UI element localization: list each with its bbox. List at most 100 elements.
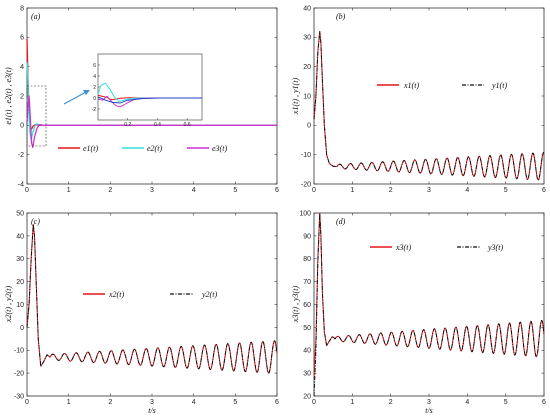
x-tick-label: 4 xyxy=(192,187,196,194)
y-tick-label: 50 xyxy=(303,325,311,332)
panel-d-ylabel: x3(t) , y3(t) xyxy=(291,286,300,324)
zoom-arrowhead xyxy=(83,90,90,95)
y-tick-label: 30 xyxy=(16,256,24,263)
panel-c-frame xyxy=(26,212,278,397)
legend-label-e1: e1(t) xyxy=(83,144,98,153)
y-tick-label: -10 xyxy=(14,348,24,355)
x-tick-label: 2 xyxy=(389,187,393,194)
y-tick-label: 4 xyxy=(20,64,24,71)
panel-d: 0 1 2 3 4 5 6 20 30 40 50 60 70 80 90 100 (d) x3(t) , y… xyxy=(291,210,546,415)
series-line-y1t xyxy=(313,30,545,181)
panel-d-legend: x3(t) y3(t) xyxy=(370,243,503,252)
x-tick-label: 3 xyxy=(427,399,431,406)
panel-d-label: (d) xyxy=(336,217,346,226)
x-tick-label: 5 xyxy=(233,399,237,406)
y-tick-label: 40 xyxy=(16,233,24,240)
series-line-x3t xyxy=(313,212,545,378)
x-tick-label: 5 xyxy=(504,187,508,194)
series-line-y2t xyxy=(26,223,278,374)
y-tick-label: 0 xyxy=(20,325,24,332)
x-tick-label: 0 xyxy=(25,399,29,406)
legend-label-x3: x3(t) xyxy=(395,243,411,252)
inset-y-tick-label: 4 xyxy=(93,74,96,80)
x-tick-label: 1 xyxy=(350,399,354,406)
y-tick-label: 6 xyxy=(20,35,24,42)
panel-c-label: (c) xyxy=(31,217,40,226)
y-tick-label: -20 xyxy=(301,181,311,188)
series-line-inset-3 xyxy=(97,96,202,104)
y-tick-label: -20 xyxy=(14,371,24,378)
panel-a: 0 1 2 3 4 5 6 -4 -2 0 2 4 6 8 (a) e1(t) , e2(t) , e3(… xyxy=(4,5,279,194)
y-tick-label: 20 xyxy=(16,279,24,286)
series-line-x2t xyxy=(26,223,278,374)
inset-y-tick-label: 6 xyxy=(93,63,96,69)
x-tick-label: 5 xyxy=(233,187,237,194)
y-tick-label: 30 xyxy=(303,35,311,42)
panel-a-legend: e1(t) e2(t) e3(t) xyxy=(58,144,227,153)
inset-y-tick-label: 2 xyxy=(93,85,96,91)
x-tick-label: 5 xyxy=(504,399,508,406)
legend-label-x1: x1(t) xyxy=(403,81,419,90)
series-line-x1t xyxy=(313,30,545,181)
panel-b-frame xyxy=(313,7,545,185)
panel-b-legend: x1(t) y1(t) xyxy=(377,81,507,90)
inset-y-tick-label: -2 xyxy=(92,107,97,113)
y-tick-label: 2 xyxy=(20,93,24,100)
y-tick-label: -2 xyxy=(18,152,24,159)
y-tick-label: 40 xyxy=(303,5,311,12)
x-tick-label: 4 xyxy=(465,399,469,406)
inset-x-tick-label: 0.4 xyxy=(154,122,161,128)
inset-frame xyxy=(97,53,203,121)
x-tick-label: 6 xyxy=(275,187,279,194)
y-tick-label: 8 xyxy=(20,5,24,12)
y-tick-label: 10 xyxy=(303,93,311,100)
series-line-y3t xyxy=(313,212,545,397)
panel-b: 0 1 2 3 4 5 6 -20 -10 0 10 20 30 40 (b) x1(t) , y1(t)… xyxy=(291,5,546,194)
y-tick-label: 40 xyxy=(303,348,311,355)
x-tick-label: 4 xyxy=(465,187,469,194)
legend-label-e3: e3(t) xyxy=(212,144,227,153)
y-tick-label: 60 xyxy=(303,302,311,309)
inset-y-tick-label: 0 xyxy=(93,96,96,102)
x-tick-label: 6 xyxy=(542,399,546,406)
y-tick-label: 20 xyxy=(303,393,311,400)
panel-c: 0 1 2 3 4 5 6 -30 -20 -10 0 10 20 30 40 50 (c) x2(t) , … xyxy=(4,210,279,415)
x-tick-label: 4 xyxy=(192,399,196,406)
legend-label-x2: x2(t) xyxy=(108,290,124,299)
y-tick-label: -30 xyxy=(14,393,24,400)
panel-b-label: (b) xyxy=(336,12,346,21)
x-tick-label: 6 xyxy=(542,187,546,194)
x-tick-label: 2 xyxy=(108,399,112,406)
x-tick-label: 1 xyxy=(350,187,354,194)
zoom-box xyxy=(26,85,47,147)
panel-d-frame xyxy=(313,212,545,397)
y-tick-label: 90 xyxy=(303,233,311,240)
x-tick-label: 0 xyxy=(25,187,29,194)
panel-c-legend: x2(t) y2(t) xyxy=(83,290,217,299)
y-tick-label: 70 xyxy=(303,279,311,286)
legend-label-y2: y2(t) xyxy=(201,290,217,299)
y-tick-label: -10 xyxy=(301,152,311,159)
x-tick-label: 2 xyxy=(389,399,393,406)
panel-d-xlabel: t/s xyxy=(425,406,433,415)
y-tick-label: -4 xyxy=(18,181,24,188)
inset-x-tick-label: 0.2 xyxy=(124,122,131,128)
y-tick-label: 10 xyxy=(16,302,24,309)
x-tick-label: 0 xyxy=(312,399,316,406)
panel-c-ylabel: x2(t) , y2(t) xyxy=(4,286,13,324)
x-tick-label: 3 xyxy=(427,187,431,194)
panel-a-ylabel: e1(t) , e2(t) , e3(t) xyxy=(4,67,13,125)
y-tick-label: 80 xyxy=(303,256,311,263)
panel-a-label: (a) xyxy=(31,12,41,21)
inset: 0.2 0.4 0.6 -2 0 2 4 6 xyxy=(92,53,203,128)
x-tick-label: 3 xyxy=(150,187,154,194)
x-tick-label: 1 xyxy=(67,187,71,194)
zoom-arrow xyxy=(63,91,87,105)
series-line-e3t xyxy=(26,95,277,148)
x-tick-label: 1 xyxy=(67,399,71,406)
x-tick-label: 6 xyxy=(275,399,279,406)
legend-label-e2: e2(t) xyxy=(147,144,162,153)
x-tick-label: 0 xyxy=(312,187,316,194)
y-tick-label: 50 xyxy=(16,210,24,217)
